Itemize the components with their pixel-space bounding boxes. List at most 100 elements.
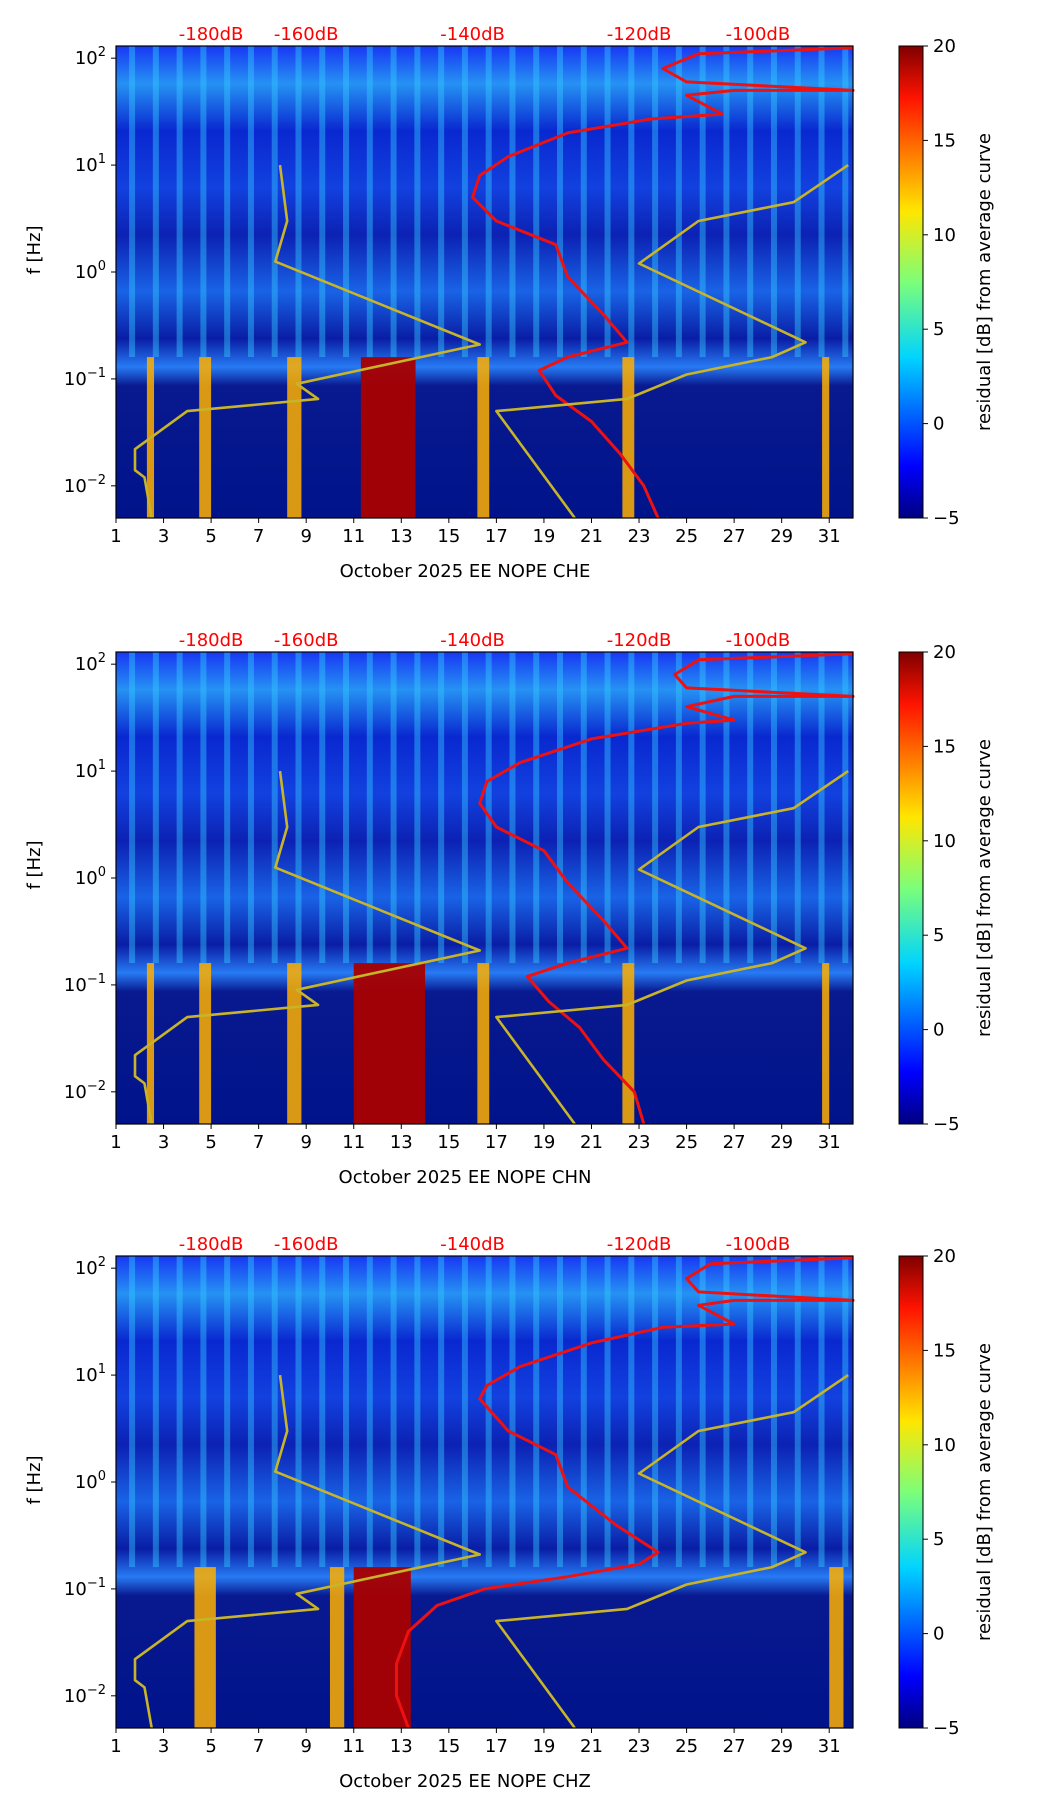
day-stripe [461, 1256, 468, 1568]
db-label: -100dB [726, 24, 791, 45]
colorbar-ticks: 20 15 10 5 0 −5 [923, 642, 960, 1135]
ylabel: f [Hz] [24, 840, 45, 889]
day-stripe [366, 46, 373, 358]
y-tick-label: 10−1 [64, 366, 106, 390]
red-noise-curve [395, 1256, 855, 1729]
heatmap-area [116, 652, 853, 1124]
colorbar-label: residual [dB] from average curve [974, 1343, 995, 1641]
day-stripe [533, 652, 540, 964]
x-tick-label: 3 [158, 1132, 169, 1153]
hot-streaks [129, 1256, 849, 1728]
day-stripe [319, 46, 326, 358]
day-stripe [747, 46, 754, 358]
db-label: -100dB [726, 630, 791, 651]
db-label: -120dB [607, 1234, 672, 1255]
x-tick-label: 5 [205, 1736, 216, 1757]
colorbar-label: residual [dB] from average curve [974, 133, 995, 431]
x-tick-label: 9 [300, 1132, 311, 1153]
y-tick-label: 10−2 [64, 1683, 106, 1707]
hot-streak [287, 357, 302, 518]
x-tick-label: 11 [342, 1736, 365, 1757]
colorbar-tick-label: 15 [933, 1340, 956, 1361]
db-label: -180dB [179, 630, 244, 651]
y-tick-label: 10−2 [64, 1079, 106, 1103]
olive-model-curve [133, 770, 481, 1125]
olive-model-curve [495, 1374, 849, 1729]
day-stripe [652, 46, 659, 358]
day-stripe [533, 1256, 540, 1568]
olive-model-curve [133, 1374, 481, 1729]
day-stripe [247, 652, 254, 964]
day-stripe [200, 46, 207, 358]
hot-streak [360, 357, 416, 518]
x-tick-label: 29 [770, 526, 793, 547]
db-label: -180dB [179, 24, 244, 45]
day-stripe [438, 1256, 445, 1568]
x-tick-label: 3 [158, 526, 169, 547]
day-stripe [295, 1256, 302, 1568]
colorbar-tick-label: −5 [933, 1718, 960, 1739]
day-stripe [580, 1256, 587, 1568]
day-stripe [485, 1256, 492, 1568]
day-stripe [295, 46, 302, 358]
day-stripe [675, 46, 682, 358]
db-top-labels: -180dB -160dB -140dB -120dB -100dB [179, 630, 790, 651]
colorbar-tick-label: 10 [933, 831, 956, 852]
colorbar-tick-label: 20 [933, 642, 956, 663]
colorbar-tick-label: 10 [933, 1435, 956, 1456]
plot-frame [115, 1255, 854, 1729]
day-stripe [152, 1256, 159, 1568]
db-label: -140dB [440, 24, 505, 45]
day-stripe [509, 1256, 516, 1568]
hot-streaks [129, 652, 849, 1124]
x-tick-label: 11 [342, 526, 365, 547]
day-stripe [390, 1256, 397, 1568]
x-tick-label: 1 [110, 526, 121, 547]
day-stripe [200, 652, 207, 964]
x-tick-label: 25 [675, 1132, 698, 1153]
colorbar-tick-label: 5 [933, 925, 944, 946]
day-stripe [247, 46, 254, 358]
db-label: -100dB [726, 1234, 791, 1255]
colorbar [898, 45, 924, 519]
day-stripe [152, 652, 159, 964]
db-label: -140dB [440, 1234, 505, 1255]
x-tick-label: 15 [437, 526, 460, 547]
x-tick-label: 23 [628, 1736, 651, 1757]
colorbar-label: residual [dB] from average curve [974, 739, 995, 1037]
y-axis-ticks: 102 101 100 10−1 10−2 [64, 45, 116, 497]
colorbar-tick-label: 20 [933, 36, 956, 57]
x-tick-label: 13 [390, 1132, 413, 1153]
day-stripe [366, 652, 373, 964]
series-curves [133, 1256, 855, 1729]
heatmap-area [116, 46, 853, 518]
day-stripe [580, 46, 587, 358]
day-stripe [699, 652, 706, 964]
x-tick-label: 5 [205, 526, 216, 547]
x-tick-label: 31 [818, 526, 841, 547]
day-stripe [842, 46, 849, 358]
day-stripe [414, 46, 421, 358]
day-stripe [557, 652, 564, 964]
colorbar [898, 651, 924, 1125]
x-tick-label: 9 [300, 1736, 311, 1757]
day-stripe [557, 1256, 564, 1568]
day-stripe [485, 46, 492, 358]
x-tick-label: 31 [818, 1736, 841, 1757]
db-label: -140dB [440, 630, 505, 651]
day-stripe [628, 652, 635, 964]
x-tick-label: 9 [300, 526, 311, 547]
day-stripe [580, 652, 587, 964]
day-stripe [438, 652, 445, 964]
hot-streak [477, 357, 490, 518]
x-axis-ticks: 1 3 5 7 9 11 13 15 17 19 21 23 25 27 29 31 [110, 518, 841, 547]
y-tick-label: 100 [75, 1469, 106, 1493]
x-tick-label: 21 [580, 1736, 603, 1757]
x-tick-label: 23 [628, 1132, 651, 1153]
day-stripe [319, 652, 326, 964]
day-stripe [699, 46, 706, 358]
day-stripe [675, 1256, 682, 1568]
db-top-labels: -180dB -160dB -140dB -120dB -100dB [179, 24, 790, 45]
